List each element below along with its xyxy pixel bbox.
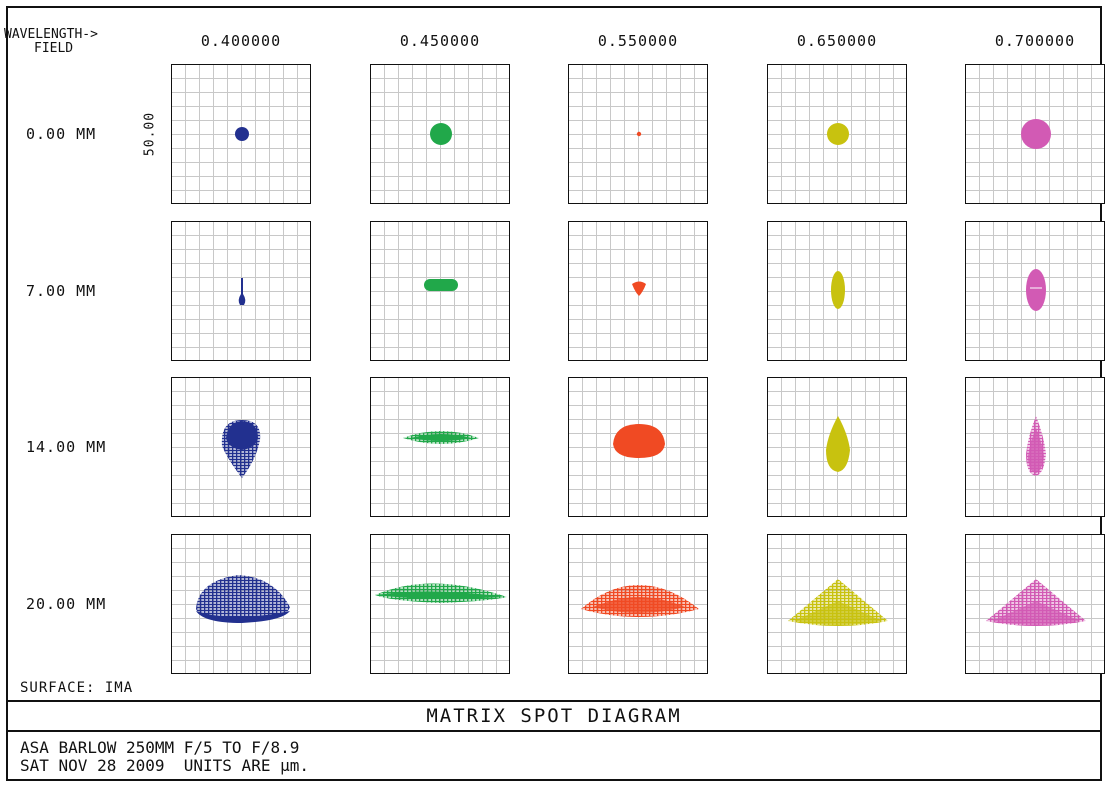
spot-plot [613, 424, 665, 458]
spot-mark [593, 597, 685, 613]
spot-dot-tiny [636, 131, 642, 137]
spot-arc-very-wide [375, 583, 507, 603]
spot-mark [827, 123, 849, 145]
field-label-3: 14.00 MM [26, 438, 107, 456]
spot-dot-medium [827, 123, 849, 145]
info-line-2: SAT NOV 28 2009 UNITS ARE µm. [20, 756, 309, 775]
field-label-1: 0.00 MM [26, 125, 97, 143]
spot-mark [238, 278, 246, 305]
spot-mark [831, 271, 845, 309]
spot-cell [370, 64, 510, 204]
spot-mark [196, 575, 290, 622]
spot-mark [613, 424, 665, 458]
spot-cell [965, 64, 1105, 204]
spot-cell [568, 377, 708, 517]
spot-plot [221, 420, 261, 478]
spot-pear-vertical-thin [1026, 416, 1046, 476]
spot-cell [171, 221, 311, 361]
spot-pear-vertical [826, 416, 850, 472]
scale-bar-label: 50.00 [142, 111, 158, 157]
spot-cell [370, 534, 510, 674]
wavelength-header: WAVELENGTH-> [4, 27, 98, 42]
spot-cell [568, 221, 708, 361]
spot-plot [636, 131, 642, 137]
spot-dot-large [1021, 119, 1051, 149]
spot-ellipse-vertical-large [1026, 269, 1046, 311]
spot-cell [171, 377, 311, 517]
spot-plot [831, 271, 845, 309]
spot-plot [986, 579, 1086, 626]
spot-plot [788, 579, 888, 626]
spot-mark [992, 601, 1080, 625]
spot-plot [424, 279, 458, 291]
spot-cell [767, 221, 907, 361]
spot-plot [827, 123, 849, 145]
spot-mark [226, 421, 258, 450]
spot-pear-large [221, 420, 261, 478]
spot-plot [581, 585, 699, 617]
spot-plot [1026, 269, 1046, 311]
spot-mark [1021, 119, 1051, 149]
spot-plot [196, 575, 290, 623]
spot-mark [235, 127, 249, 141]
divider [6, 730, 1102, 732]
wavelength-label-4: 0.650000 [796, 32, 878, 50]
spot-cell [767, 377, 907, 517]
spot-tent-wide [986, 579, 1086, 626]
spot-mark [826, 416, 850, 472]
spot-arc-wide-dense [196, 575, 290, 623]
spot-mark [794, 601, 882, 625]
spot-mark [424, 279, 458, 291]
wavelength-label-5: 0.700000 [994, 32, 1076, 50]
field-label-4: 20.00 MM [26, 595, 107, 613]
spot-cell [171, 534, 311, 674]
spot-mark [430, 123, 452, 145]
spot-plot [826, 416, 850, 472]
wavelength-label-3: 0.550000 [597, 32, 679, 50]
divider [6, 700, 1102, 702]
spot-drop-small [632, 281, 646, 296]
spot-cell [965, 534, 1105, 674]
wavelength-label-1: 0.400000 [200, 32, 282, 50]
spot-plot [235, 127, 249, 141]
spot-tent-wide [788, 579, 888, 626]
spot-plot [403, 431, 479, 444]
spot-lens-wide-flat [403, 431, 479, 444]
wavelength-label-2: 0.450000 [399, 32, 481, 50]
surface-label: SURFACE: IMA [20, 680, 134, 696]
spot-mark [1026, 269, 1046, 311]
spot-cell [568, 534, 708, 674]
spot-dot-small [235, 127, 249, 141]
spot-plot [1026, 416, 1046, 476]
spot-plot [375, 583, 507, 603]
info-line-1: ASA BARLOW 250MM F/5 TO F/8.9 [20, 738, 300, 757]
spot-plot [238, 278, 246, 305]
spot-mark [377, 591, 505, 599]
spot-mark [411, 434, 471, 441]
spot-plot [632, 281, 646, 296]
spot-mark [632, 281, 646, 296]
spot-mark [636, 131, 642, 137]
spot-cell [767, 534, 907, 674]
spot-cell [568, 64, 708, 204]
spot-cell [171, 64, 311, 204]
spot-comet-thin [238, 278, 246, 305]
diagram-title: MATRIX SPOT DIAGRAM [426, 705, 682, 727]
spot-bar-horizontal [424, 279, 458, 291]
spot-cell [370, 221, 510, 361]
spot-arc-wide-low [581, 585, 699, 617]
field-label-2: 7.00 MM [26, 282, 97, 300]
spot-plot [1021, 119, 1051, 149]
spot-ellipse-vertical [831, 271, 845, 309]
spot-cell [965, 377, 1105, 517]
spot-ellipse-wide [613, 424, 665, 458]
spot-cell [370, 377, 510, 517]
spot-plot [430, 123, 452, 145]
spot-mark [1028, 428, 1044, 473]
spot-dot-medium [430, 123, 452, 145]
spot-cell [767, 64, 907, 204]
spot-cell [965, 221, 1105, 361]
spot-mark [196, 611, 290, 623]
field-header: FIELD [34, 41, 74, 56]
